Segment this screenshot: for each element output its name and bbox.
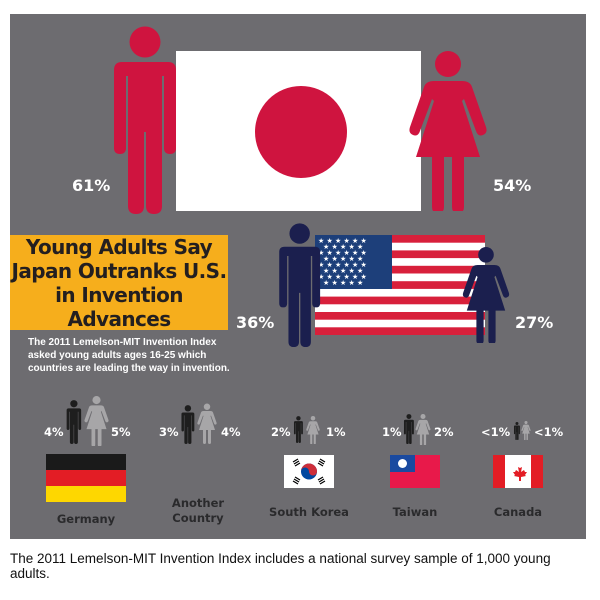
another-female-icon [197, 403, 217, 444]
svg-text:★ ★ ★ ★ ★ ★: ★ ★ ★ ★ ★ ★ [318, 261, 367, 269]
japan-female-pct: 54% [493, 176, 532, 195]
south-korea-female-pct: 1% [326, 425, 346, 439]
another-female-pct: 4% [221, 425, 241, 439]
germany-female-icon [84, 396, 109, 446]
usa-flag: ★ ★ ★ ★ ★ ★ ★ ★ ★ ★ ★ ★ ★ ★ ★ ★ ★ ★ ★ ★ … [315, 235, 485, 335]
svg-text:★ ★ ★ ★ ★ ★: ★ ★ ★ ★ ★ ★ [318, 249, 367, 257]
taiwan-female-icon [415, 414, 431, 445]
south-korea-male-pct: 2% [271, 425, 291, 439]
page-title: Young Adults Say Japan Outranks U.S. in … [11, 234, 228, 331]
japan-female-icon [408, 51, 488, 211]
taiwan-female-pct: 2% [434, 425, 454, 439]
south-korea-flag [284, 455, 334, 488]
usa-female-pct: 27% [515, 313, 554, 332]
canada-male-icon [513, 422, 521, 440]
japan-flag [176, 51, 421, 211]
germany-label: Germany [56, 512, 116, 526]
japan-male-pct: 61% [72, 176, 111, 195]
svg-text:★ ★ ★ ★ ★: ★ ★ ★ ★ ★ [323, 243, 363, 251]
germany-female-pct: 5% [111, 425, 131, 439]
taiwan-male-pct: 1% [382, 425, 402, 439]
germany-male-pct: 4% [44, 425, 64, 439]
south-korea-female-icon [306, 416, 320, 444]
south-korea-male-icon [293, 416, 304, 443]
another-country-label: Another Country [171, 496, 225, 525]
taiwan-flag [390, 455, 440, 488]
svg-text:★ ★ ★ ★ ★: ★ ★ ★ ★ ★ [323, 279, 363, 287]
svg-text:★ ★ ★ ★ ★ ★: ★ ★ ★ ★ ★ ★ [318, 273, 367, 281]
subtitle: The 2011 Lemelson-MIT Invention Index as… [28, 337, 230, 374]
canada-flag [493, 455, 543, 488]
japan-male-icon [108, 26, 183, 214]
taiwan-male-icon [403, 414, 415, 444]
canada-female-pct: <1% [534, 425, 564, 439]
svg-text:★ ★ ★ ★ ★: ★ ★ ★ ★ ★ [323, 267, 363, 275]
usa-male-pct: 36% [236, 313, 275, 332]
canada-label: Canada [493, 505, 543, 519]
germany-male-icon [65, 400, 83, 444]
canada-male-pct: <1% [481, 425, 511, 439]
title-box: Young Adults Say Japan Outranks U.S. in … [10, 234, 228, 331]
footnote: The 2011 Lemelson-MIT Invention Index in… [10, 551, 551, 581]
svg-text:★ ★ ★ ★ ★ ★: ★ ★ ★ ★ ★ ★ [318, 237, 367, 245]
japan-flag-sun [255, 86, 347, 178]
another-male-pct: 3% [159, 425, 179, 439]
usa-male-icon [275, 223, 325, 347]
canada-female-icon [521, 421, 531, 440]
usa-female-icon [462, 247, 510, 343]
south-korea-label: South Korea [269, 505, 349, 519]
germany-flag [46, 454, 126, 502]
another-male-icon [180, 405, 196, 444]
svg-text:★ ★ ★ ★ ★: ★ ★ ★ ★ ★ [323, 255, 363, 263]
taiwan-label: Taiwan [392, 505, 438, 519]
